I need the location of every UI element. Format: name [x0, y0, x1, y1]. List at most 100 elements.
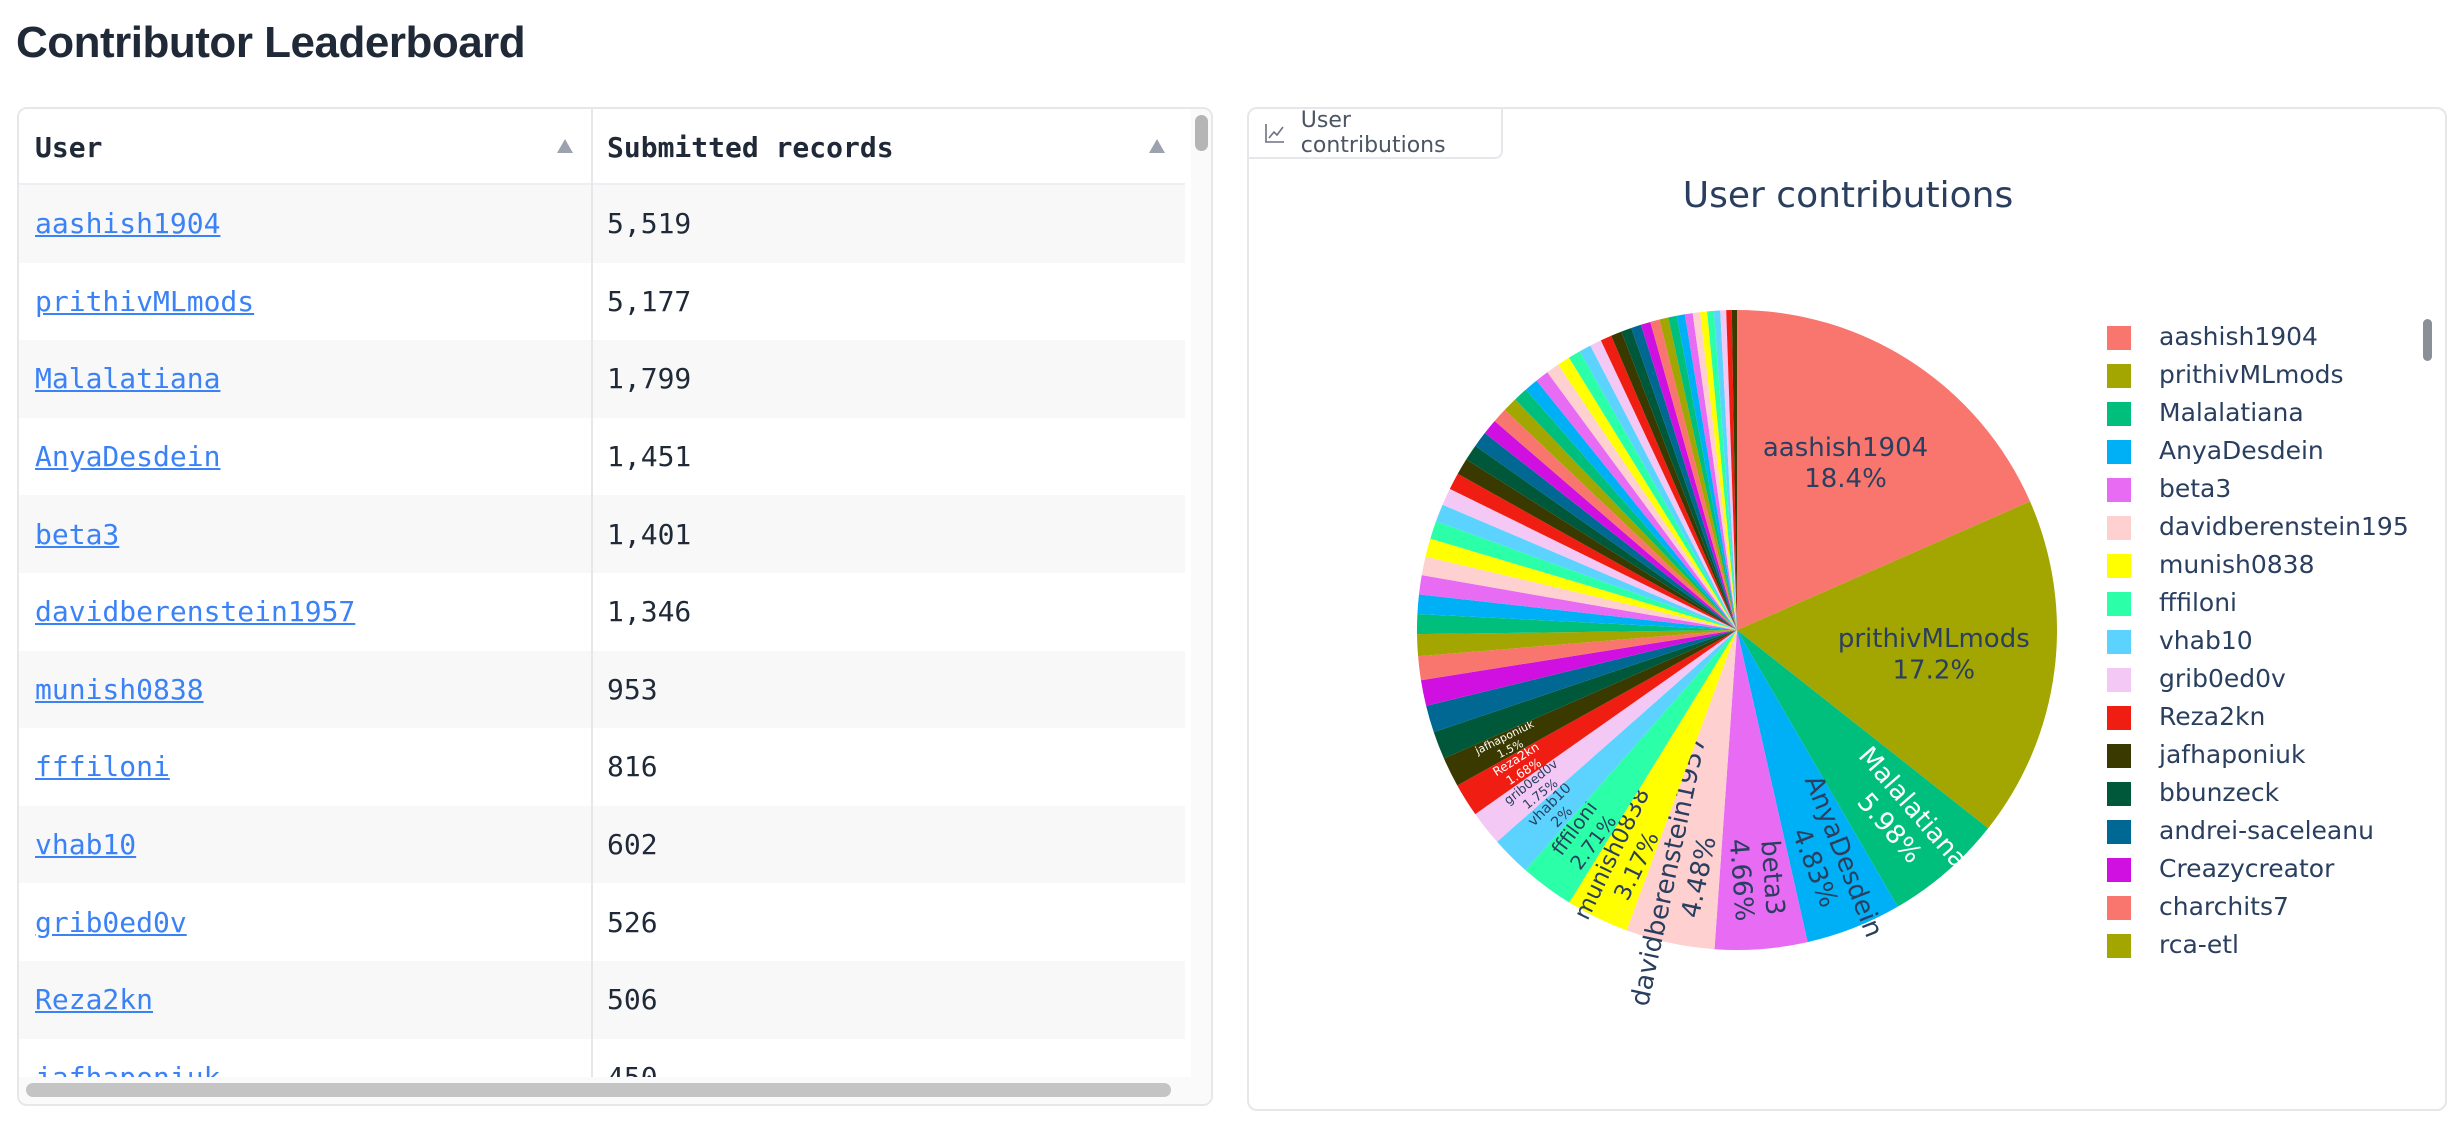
- table-row: [19, 495, 1185, 573]
- record-count: 506: [607, 983, 658, 1017]
- table-row: [19, 417, 1185, 496]
- user-link[interactable]: Reza2kn: [35, 983, 154, 1017]
- header-row: [19, 109, 1185, 185]
- slice-percent: 18.4%: [1804, 464, 1887, 494]
- table-row: [19, 573, 1185, 651]
- record-count: 1,346: [607, 595, 692, 629]
- pie-slice: [1640, 321, 1737, 630]
- user-link[interactable]: aashish1904: [35, 207, 221, 241]
- pie-slice: [1418, 575, 1737, 630]
- pie-slice: [1590, 340, 1737, 630]
- legend-swatch: [2107, 364, 2131, 388]
- pie-slice: [1475, 433, 1737, 630]
- pie-slice: [1426, 630, 1737, 733]
- legend: aashish1904 prithivMLmods Malalatiana AnyaD…: [2107, 322, 2409, 959]
- pie-slice: [1737, 630, 1989, 907]
- pie-slice: [1417, 614, 1737, 635]
- pie-slice: [1457, 459, 1737, 630]
- pie-slice: [1475, 630, 1737, 842]
- pie-slice: [1650, 319, 1737, 630]
- legend-swatch: [2107, 820, 2131, 844]
- table-row: [19, 1038, 1185, 1077]
- legend-swatch: [2107, 858, 2131, 882]
- pie-slice: [1676, 314, 1737, 630]
- pie-slice: [1436, 504, 1737, 630]
- record-count: 1,451: [607, 440, 692, 474]
- pie-slice: [1558, 357, 1737, 630]
- chart-icon: [1265, 124, 1284, 143]
- pie-slice: [1430, 521, 1737, 630]
- legend-label: Creazycreator: [2159, 854, 2335, 883]
- pie-slice: [1707, 310, 1737, 630]
- pie-slice: [1536, 372, 1737, 630]
- column-header[interactable]: Submitted records: [607, 130, 894, 164]
- column-header[interactable]: User: [35, 130, 103, 164]
- pie-slice: [1684, 313, 1737, 630]
- user-link[interactable]: beta3: [35, 517, 120, 551]
- pie-slice: [1568, 351, 1737, 630]
- column-divider: [591, 109, 593, 1077]
- legend-label: AnyaDesdein: [2159, 436, 2324, 465]
- pie: aashish190418.4%prithivMLmods17.2%Malala…: [1417, 310, 2057, 1009]
- table-row: [19, 883, 1185, 961]
- pie-slice: [1525, 380, 1737, 630]
- scroll-thumb[interactable]: [26, 1083, 1171, 1097]
- chart-title: User contributions: [1683, 175, 2013, 216]
- legend-label: andrei-saceleanu: [2159, 816, 2374, 845]
- user-link[interactable]: jafhaponiuk: [19, 1039, 591, 1077]
- pie-slice: [1417, 594, 1737, 630]
- legend-swatch: [2107, 326, 2131, 350]
- user-link[interactable]: AnyaDesdein: [35, 440, 221, 474]
- tab-label[interactable]: User contributions: [1300, 108, 1446, 158]
- table-row: [19, 340, 1185, 418]
- record-count: 526: [607, 905, 658, 939]
- legend-scroll-thumb[interactable]: [2423, 319, 2432, 361]
- record-count: 1,799: [607, 362, 692, 396]
- pie-slice: [1433, 630, 1737, 759]
- legend-swatch: [2107, 516, 2131, 540]
- chart-panel: User contributions User contributions aa…: [1247, 107, 2447, 1111]
- pie-slice: [1425, 538, 1737, 630]
- legend-swatch: [2107, 782, 2131, 806]
- pie-slice: [1442, 488, 1737, 630]
- pie-slice: [1700, 311, 1737, 630]
- pie-slice: [1692, 312, 1737, 630]
- record-count: 450: [591, 1039, 1185, 1077]
- pie-slice: [1547, 364, 1737, 630]
- record-count: 5,519: [607, 207, 692, 241]
- legend-swatch: [2107, 592, 2131, 616]
- table-row: [19, 650, 1185, 729]
- slice-name: aashish1904: [1763, 433, 1928, 463]
- vertical-scrollbar[interactable]: [1191, 109, 1211, 1077]
- legend-swatch: [2107, 554, 2131, 578]
- sort-icon[interactable]: [1149, 139, 1165, 153]
- pie-slice: [1713, 310, 1737, 630]
- horizontal-scrollbar[interactable]: [19, 1077, 1211, 1104]
- user-link[interactable]: vhab10: [35, 828, 137, 862]
- user-link[interactable]: grib0ed0v: [35, 905, 187, 939]
- pie-slice: [1611, 331, 1737, 630]
- user-link[interactable]: davidberenstein1957: [35, 595, 356, 629]
- user-link[interactable]: Malalatiana: [35, 362, 221, 396]
- legend-label: charchits7: [2159, 892, 2289, 921]
- sort-icon[interactable]: [557, 139, 573, 153]
- legend-label: vhab10: [2159, 626, 2253, 655]
- user-link[interactable]: fffiloni: [35, 750, 170, 784]
- pie-slice: [1417, 630, 1737, 657]
- user-link[interactable]: munish0838: [35, 672, 204, 706]
- chart-tab[interactable]: User contributions: [1249, 109, 1503, 159]
- pie-slice: [1497, 630, 1737, 871]
- pie-slice: [1504, 399, 1737, 630]
- legend-label: munish0838: [2159, 550, 2314, 579]
- user-link[interactable]: prithivMLmods: [35, 284, 255, 318]
- pie-slice: [1579, 345, 1737, 630]
- scroll-thumb[interactable]: [1195, 115, 1208, 151]
- pie-slice: [1737, 501, 2057, 829]
- legend-swatch: [2107, 744, 2131, 768]
- leaderboard-table: User Submitted records aashish1904 5,519 pri…: [17, 107, 1213, 1106]
- legend-swatch: [2107, 440, 2131, 464]
